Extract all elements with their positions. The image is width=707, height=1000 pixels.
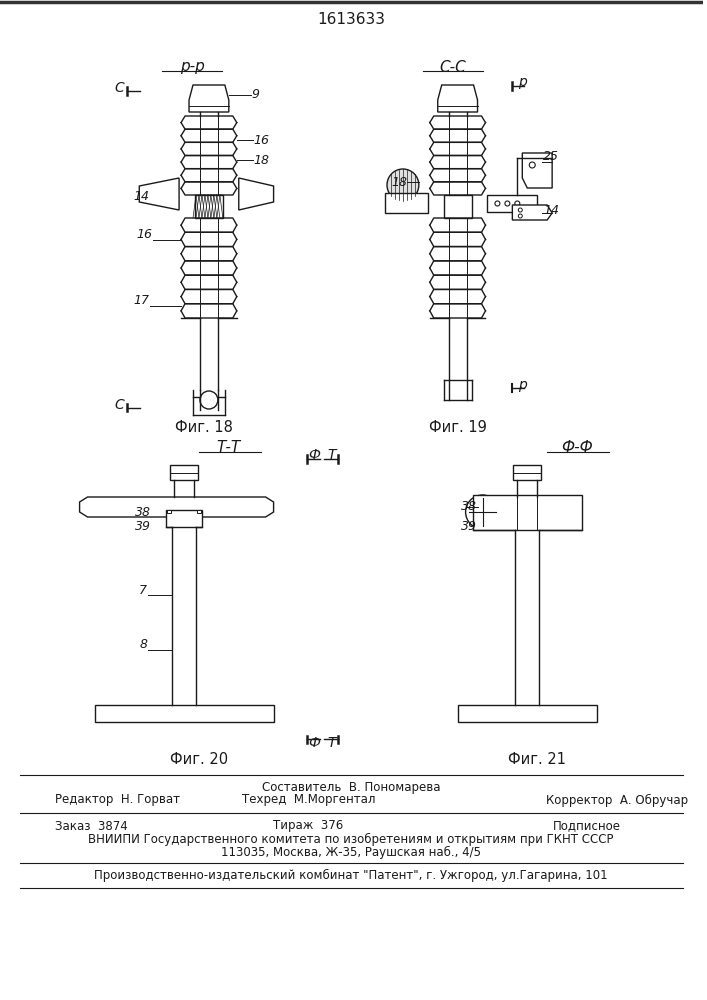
- Polygon shape: [189, 85, 229, 112]
- Circle shape: [518, 214, 522, 218]
- Bar: [513, 465, 541, 480]
- Text: 38: 38: [460, 500, 477, 514]
- Text: C: C: [115, 81, 124, 95]
- Text: 14: 14: [543, 204, 559, 217]
- Polygon shape: [385, 193, 428, 213]
- Circle shape: [505, 201, 510, 206]
- Text: 38: 38: [135, 506, 151, 520]
- Text: 14: 14: [133, 190, 149, 202]
- Text: Фиг. 18: Фиг. 18: [175, 420, 233, 436]
- Polygon shape: [139, 178, 179, 210]
- Circle shape: [548, 503, 566, 521]
- Text: С-С: С-С: [439, 60, 466, 75]
- Polygon shape: [438, 85, 477, 112]
- Text: Ф: Ф: [308, 736, 320, 750]
- Text: ВНИИПИ Государственного комитета по изобретениям и открытиям при ГКНТ СССР: ВНИИПИ Государственного комитета по изоб…: [88, 832, 614, 846]
- Text: 113035, Москва, Ж-35, Раушская наб., 4/5: 113035, Москва, Ж-35, Раушская наб., 4/5: [221, 845, 481, 859]
- Text: Производственно-издательский комбинат "Патент", г. Ужгород, ул.Гагарина, 101: Производственно-издательский комбинат "П…: [94, 868, 608, 882]
- Text: 8: 8: [139, 639, 147, 652]
- Text: Редактор  Н. Горват: Редактор Н. Горват: [54, 794, 180, 806]
- Bar: [166, 510, 202, 527]
- Polygon shape: [513, 205, 552, 220]
- Text: 7: 7: [139, 584, 147, 596]
- Text: Т: Т: [327, 448, 336, 462]
- Bar: [95, 705, 274, 722]
- Text: 18: 18: [392, 176, 408, 188]
- Text: 18: 18: [254, 153, 269, 166]
- Bar: [195, 195, 223, 218]
- Text: Техред  М.Моргентал: Техред М.Моргентал: [242, 794, 375, 806]
- Circle shape: [200, 391, 218, 409]
- Text: C: C: [115, 398, 124, 412]
- Text: Фиг. 19: Фиг. 19: [428, 420, 486, 436]
- Text: Корректор  А. Обручар: Корректор А. Обручар: [546, 793, 688, 807]
- Bar: [457, 705, 597, 722]
- Circle shape: [518, 208, 522, 212]
- Text: Ф-Ф: Ф-Ф: [561, 440, 593, 456]
- Polygon shape: [522, 153, 552, 188]
- Text: 39: 39: [460, 520, 477, 534]
- Polygon shape: [80, 497, 274, 517]
- Bar: [488, 195, 537, 212]
- Text: Составитель  В. Пономарева: Составитель В. Пономарева: [262, 780, 440, 794]
- Text: 9: 9: [252, 89, 259, 102]
- Text: Фиг. 21: Фиг. 21: [508, 752, 566, 768]
- Circle shape: [530, 162, 535, 168]
- Bar: [197, 510, 201, 513]
- Text: р: р: [518, 75, 527, 89]
- Text: Заказ  3874: Заказ 3874: [54, 820, 127, 832]
- Text: 1613633: 1613633: [317, 12, 385, 27]
- Text: Тираж  376: Тираж 376: [274, 820, 344, 832]
- Text: 39: 39: [135, 520, 151, 534]
- Circle shape: [387, 169, 419, 201]
- Circle shape: [466, 495, 499, 529]
- Bar: [167, 510, 171, 513]
- Text: 25: 25: [543, 150, 559, 163]
- Text: р-р: р-р: [180, 60, 204, 75]
- Bar: [170, 465, 198, 480]
- Polygon shape: [239, 178, 274, 210]
- Text: р: р: [518, 378, 527, 392]
- Text: Ф: Ф: [308, 448, 320, 462]
- Bar: [472, 495, 582, 530]
- Text: Т-Т: Т-Т: [216, 440, 241, 456]
- Text: Подписное: Подписное: [553, 820, 621, 832]
- Circle shape: [515, 201, 520, 206]
- Text: Т: Т: [327, 736, 336, 750]
- Text: 16: 16: [136, 228, 152, 240]
- Text: 17: 17: [133, 294, 149, 306]
- Circle shape: [553, 508, 561, 516]
- Circle shape: [495, 201, 500, 206]
- Text: 16: 16: [254, 133, 269, 146]
- Text: Фиг. 20: Фиг. 20: [170, 752, 228, 768]
- Bar: [444, 195, 472, 218]
